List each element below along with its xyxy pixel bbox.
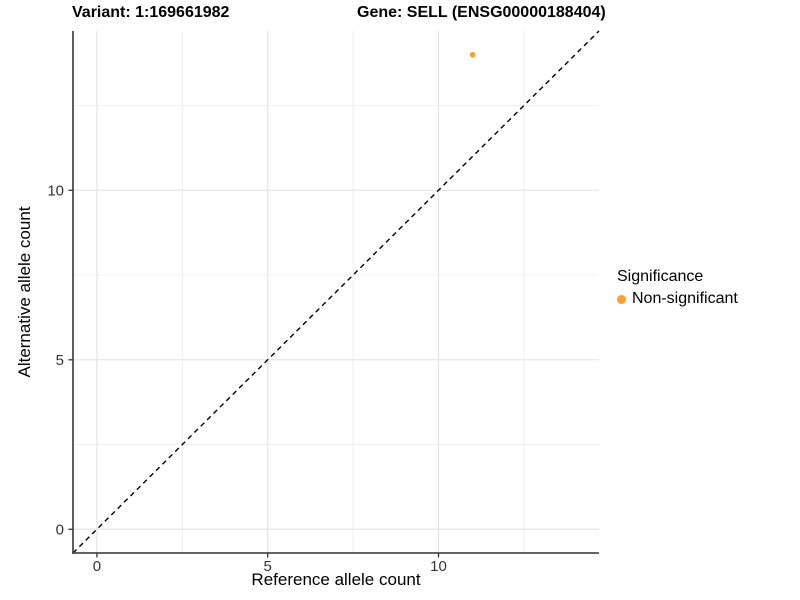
x-axis-label: Reference allele count (251, 570, 421, 589)
legend-title: Significance (617, 268, 704, 285)
legend-item: Non-significant (617, 290, 738, 308)
legend: Significance Non-significant (617, 268, 738, 308)
identity-line (72, 30, 600, 554)
legend-item-label: Non-significant (632, 290, 738, 307)
y-tick-label: 10 (47, 182, 64, 199)
x-tick-label: 5 (264, 558, 272, 575)
y-tick-label: 5 (56, 352, 64, 369)
x-tick-label: 10 (430, 558, 447, 575)
legend-point-icon (617, 294, 626, 304)
plot-title-gene: Gene: SELL (ENSG00000188404) (357, 4, 606, 21)
y-tick-label: 0 (56, 521, 64, 538)
x-tick-label: 0 (93, 558, 101, 575)
plot-title-variant: Variant: 1:169661982 (72, 4, 230, 21)
data-point (469, 51, 476, 58)
